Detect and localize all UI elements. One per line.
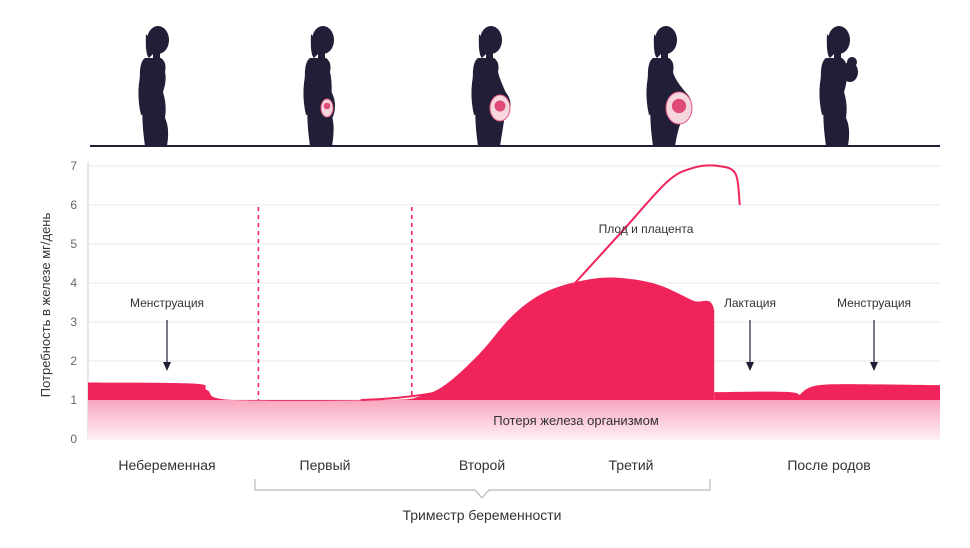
- y-tick-label: 5: [70, 237, 77, 251]
- svg-text:Менструация: Менструация: [130, 296, 204, 310]
- phase-label-second: Второй: [459, 457, 505, 473]
- y-tick-label: 2: [70, 354, 77, 368]
- trimester-bracket-label: Триместр беременности: [403, 507, 562, 523]
- pregnant-silhouette-early-icon: [303, 26, 336, 146]
- y-tick-labels: 0 1 2 3 4 5 6 7: [70, 159, 77, 446]
- main-area-series: [88, 277, 715, 401]
- phase-label-nonpregnant: Небеременная: [118, 457, 215, 473]
- woman-with-baby-silhouette-icon: [819, 26, 858, 146]
- pregnant-silhouette-mid-icon: [471, 26, 511, 146]
- annotation-lactation: Лактация: [724, 296, 776, 371]
- annotation-menstruation-right: Менструация: [837, 296, 911, 371]
- trimester-bracket: [254, 479, 711, 499]
- phase-label-first: Первый: [300, 457, 351, 473]
- baseline-band: [88, 400, 940, 439]
- baseline-band-label: Потеря железа организмом: [493, 413, 659, 428]
- woman-silhouette-icon: [138, 26, 169, 146]
- y-tick-label: 6: [70, 198, 77, 212]
- phase-dividers: [257, 207, 413, 400]
- y-axis-label: Потребность в железе мг/день: [38, 213, 53, 398]
- annotation-menstruation-left: Менструация: [130, 296, 204, 371]
- phase-label-third: Третий: [609, 457, 654, 473]
- y-tick-label: 4: [70, 276, 77, 290]
- y-tick-label: 0: [70, 432, 77, 446]
- phase-label-postpartum: После родов: [787, 457, 870, 473]
- svg-text:Менструация: Менструация: [837, 296, 911, 310]
- lactation-area-series: [714, 391, 800, 400]
- y-tick-label: 3: [70, 315, 77, 329]
- silhouettes-row: [138, 26, 858, 146]
- postpartum-area-series: [795, 384, 940, 400]
- fetus-placenta-curve: [360, 164, 741, 401]
- pregnant-silhouette-late-icon: [646, 26, 693, 146]
- svg-text:Лактация: Лактация: [724, 296, 776, 310]
- y-tick-label: 1: [70, 393, 77, 407]
- fetus-curve-label: Плод и плацента: [599, 222, 694, 236]
- y-tick-label: 7: [70, 159, 77, 173]
